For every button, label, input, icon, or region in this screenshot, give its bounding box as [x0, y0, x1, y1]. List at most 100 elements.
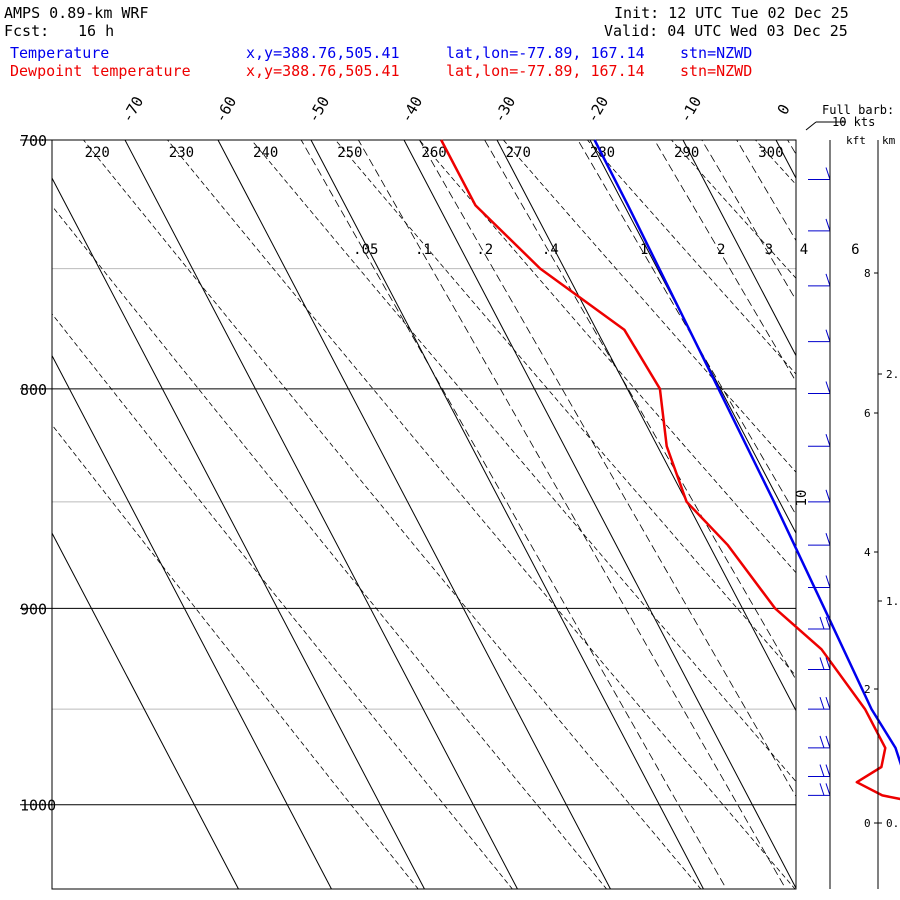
- isotherm-line: [51, 355, 332, 890]
- isotherm-line: [217, 139, 611, 890]
- mixing-ratio-label: 3: [765, 242, 773, 258]
- pressure-tick-label: 700: [20, 132, 47, 150]
- isotherm-label: -70: [118, 93, 147, 125]
- mixing-ratio-label: .2: [476, 242, 493, 258]
- km-tick-label: 1.: [886, 595, 899, 608]
- isotherm-line: [51, 532, 239, 890]
- wind-barb-feather: [819, 735, 825, 749]
- isotherm-label: -60: [211, 93, 240, 125]
- dry-adiabat-line: [418, 140, 796, 574]
- dry-adiabat-line: [52, 205, 608, 889]
- dry-adiabat-line: [82, 140, 702, 889]
- mixing-ratio-label: 10: [794, 490, 810, 507]
- dry-adiabat-line: [586, 140, 796, 375]
- wind-barb: [808, 764, 831, 778]
- mixing-ratio-line: [577, 140, 796, 516]
- wind-barb-feather: [825, 575, 831, 588]
- temperature-profile-line: [593, 139, 900, 766]
- dry-adiabat-line: [250, 140, 796, 783]
- mixing-ratio-line: [484, 140, 796, 681]
- dry-adiabat-label: 290: [674, 145, 699, 161]
- forecast-hours: 16 h: [78, 22, 115, 40]
- dry-adiabat-label: 230: [169, 145, 194, 161]
- model-title: AMPS 0.89-km WRF: [4, 4, 149, 22]
- pressure-tick-label: 800: [20, 381, 47, 399]
- wind-barb-feather: [819, 657, 825, 670]
- wind-barb-feather: [825, 783, 831, 796]
- dry-adiabat-label: 300: [758, 145, 783, 161]
- kft-tick-label: 0: [864, 817, 871, 830]
- wind-barb-feather: [825, 489, 831, 502]
- wind-barb: [808, 575, 831, 589]
- dry-adiabat-line: [52, 424, 419, 889]
- dry-adiabat-label: 240: [253, 145, 278, 161]
- dry-adiabat-label: 220: [85, 145, 110, 161]
- kft-axis-label: kft: [846, 134, 866, 147]
- mixing-ratio-label: 1: [640, 242, 648, 258]
- dry-adiabat-label: 270: [506, 145, 531, 161]
- background-grid: [20, 139, 797, 890]
- dry-adiabat-line: [52, 313, 513, 889]
- isotherm-line: [775, 139, 797, 179]
- plot-frame: [51, 139, 797, 890]
- wind-barb-feather: [819, 764, 825, 777]
- wind-barb: [808, 696, 831, 710]
- wind-barb-feather: [825, 764, 831, 777]
- wind-barb-feather: [825, 533, 831, 546]
- isotherm-line: [682, 139, 797, 356]
- wind-barb-feather: [825, 616, 831, 630]
- dewpoint-profile-line: [440, 139, 900, 801]
- temperature-station: stn=NZWD: [680, 44, 753, 62]
- mixing-ratio-line: [787, 140, 796, 155]
- km-axis-label: km: [882, 134, 896, 147]
- wind-barb-feather: [825, 218, 831, 232]
- dry-adiabat-line: [502, 140, 796, 473]
- dewpoint-legend-label: Dewpoint temperature: [10, 62, 191, 80]
- mixing-ratio-label: .05: [353, 242, 378, 258]
- wind-barb: [808, 381, 831, 395]
- wind-barb: [808, 218, 831, 232]
- wind-barb: [808, 489, 831, 503]
- isotherm-label: -20: [583, 93, 612, 125]
- wind-barb-legend-title: Full barb:: [822, 103, 894, 117]
- wind-barb: [808, 533, 831, 546]
- isotherm-line: [403, 139, 797, 889]
- dry-adiabat-line: [334, 140, 796, 677]
- init-time: Init: 12 UTC Tue 02 Dec 25: [614, 4, 849, 22]
- dry-adiabat-label: 260: [421, 145, 446, 161]
- mixing-ratio-label: 2: [717, 242, 725, 258]
- wind-barb-legend-mark: [805, 121, 817, 131]
- dewpoint-station: stn=NZWD: [680, 62, 753, 80]
- mixing-ratio-line: [654, 140, 796, 383]
- dry-adiabat-line: [166, 140, 796, 889]
- isotherm-label: -30: [490, 93, 519, 125]
- wind-barb: [808, 167, 831, 181]
- wind-barb: [808, 616, 831, 630]
- wind-barb: [808, 329, 831, 343]
- dewpoint-xy: x,y=388.76,505.41: [246, 62, 400, 80]
- wind-barb: [808, 434, 831, 447]
- kft-tick-label: 8: [864, 267, 871, 280]
- mixing-ratio-label: 4: [800, 242, 808, 258]
- mixing-ratio-label: .1: [415, 242, 432, 258]
- isotherm-label: 0: [774, 101, 794, 118]
- wind-barb-feather: [825, 735, 831, 749]
- dry-adiabat-label: 250: [337, 145, 362, 161]
- wind-barb-feather: [825, 329, 831, 342]
- wind-barb: [808, 783, 831, 796]
- kft-tick-label: 6: [864, 407, 871, 420]
- wind-barb-feather: [825, 657, 831, 670]
- pressure-tick-label: 900: [20, 600, 47, 618]
- wind-barb: [808, 735, 831, 749]
- wind-barb-feather: [825, 696, 831, 710]
- temperature-legend-label: Temperature: [10, 44, 110, 62]
- temperature-latlon: lat,lon=-77.89, 167.14: [446, 44, 645, 62]
- pressure-tick-label: 1000: [20, 797, 56, 815]
- mixing-ratio-label: .4: [542, 242, 559, 258]
- wind-barb-feather: [825, 273, 831, 287]
- wind-barb: [808, 657, 831, 670]
- kft-tick-label: 4: [864, 546, 871, 559]
- km-tick-label: 0.: [886, 817, 899, 830]
- valid-time: Valid: 04 UTC Wed 03 Dec 25: [604, 22, 848, 40]
